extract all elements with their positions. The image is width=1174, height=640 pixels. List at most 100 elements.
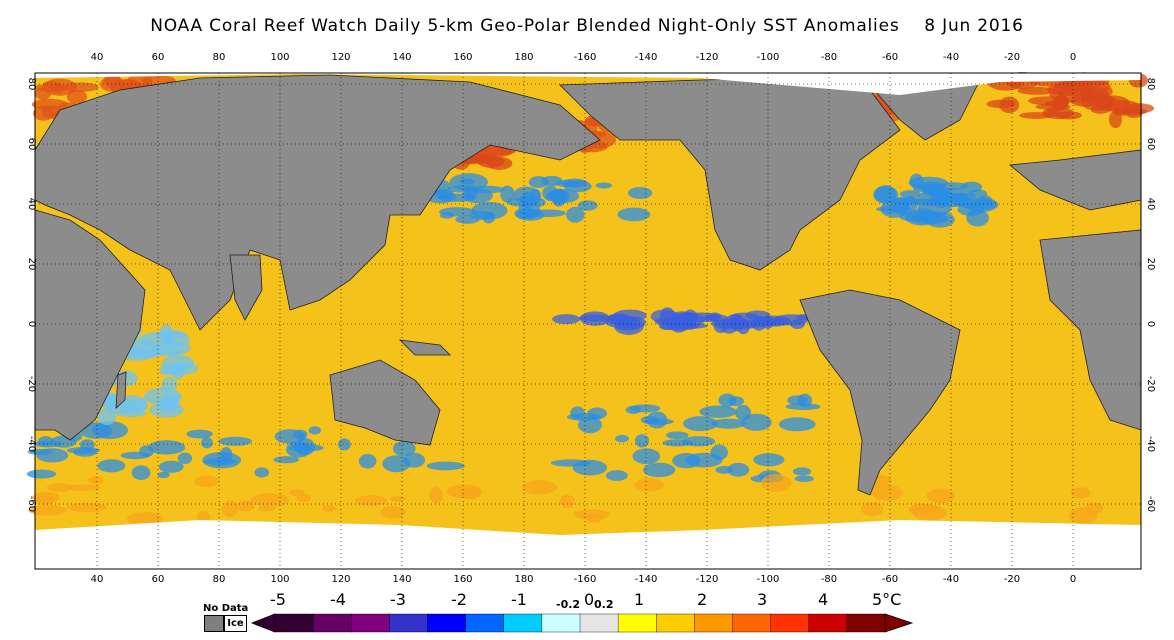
legend-tick-label: 0 bbox=[584, 590, 595, 609]
lat-tick-label: 40 bbox=[1145, 198, 1156, 211]
lon-tick-label: -140 bbox=[635, 574, 658, 585]
legend-swatch bbox=[808, 613, 848, 633]
south-america bbox=[799, 289, 961, 496]
lon-tick-label: -60 bbox=[882, 574, 898, 585]
no-data-label: No Data bbox=[203, 603, 249, 614]
lat-tick-label: 0 bbox=[26, 321, 37, 327]
eurasia bbox=[34, 74, 601, 331]
lat-tick-label: -60 bbox=[26, 496, 37, 512]
ice-swatch: Ice bbox=[224, 615, 247, 632]
legend-tick-label: -0.2 bbox=[556, 598, 581, 611]
legend-tick-label: -4 bbox=[330, 590, 346, 609]
lon-tick-label: -120 bbox=[696, 52, 719, 63]
new-guinea bbox=[398, 339, 451, 356]
lon-tick-label: -80 bbox=[821, 574, 837, 585]
legend-swatch bbox=[732, 613, 772, 633]
lon-tick-label: 120 bbox=[331, 574, 350, 585]
lon-tick-label: 120 bbox=[331, 52, 350, 63]
legend-tick-label: -3 bbox=[390, 590, 406, 609]
legend-tick-label: 3 bbox=[757, 590, 768, 609]
lon-tick-label: -160 bbox=[574, 574, 597, 585]
lon-tick-label: 0 bbox=[1070, 574, 1076, 585]
lat-tick-label: 60 bbox=[1145, 138, 1156, 151]
legend-swatch bbox=[427, 613, 467, 633]
lat-tick-label: -40 bbox=[1145, 436, 1156, 452]
lat-tick-label: 40 bbox=[26, 198, 37, 211]
legend-right-arrow bbox=[884, 613, 914, 633]
lon-tick-label: 80 bbox=[213, 574, 226, 585]
lon-tick-label: 60 bbox=[152, 574, 165, 585]
legend-swatch bbox=[617, 613, 657, 633]
lat-tick-label: 20 bbox=[26, 258, 37, 271]
lon-tick-label: -160 bbox=[574, 52, 597, 63]
legend-swatch bbox=[541, 613, 581, 633]
longitude-ticks-top: 40 60 80 100 120 140 160 180 -160 -140 -120 -100 -80… bbox=[91, 52, 1077, 63]
longitude-ticks-bottom: 40 60 80 100 120 140 160 180 -160 -140 -120 -100 -80… bbox=[91, 574, 1077, 585]
lat-tick-label: 20 bbox=[1145, 258, 1156, 271]
legend-tick-label: -2 bbox=[451, 590, 467, 609]
antarctic-ice bbox=[35, 520, 1141, 569]
legend-swatch bbox=[770, 613, 810, 633]
lon-tick-label: 160 bbox=[453, 52, 472, 63]
africa bbox=[34, 209, 146, 441]
legend-swatch bbox=[656, 613, 696, 633]
arctic-ice bbox=[35, 73, 1141, 95]
legend-swatch bbox=[694, 613, 734, 633]
map-frame bbox=[34, 72, 1142, 570]
map-title: NOAA Coral Reef Watch Daily 5-km Geo-Pol… bbox=[150, 16, 1024, 36]
lat-tick-label: -60 bbox=[1145, 496, 1156, 512]
graticule bbox=[35, 73, 1141, 569]
sst-anomaly-map: 40 60 80 100 120 140 160 180 -160 -140 -120 -100 -80… bbox=[26, 52, 1156, 585]
legend-swatch bbox=[274, 613, 314, 633]
lat-tick-label: 80 bbox=[26, 78, 37, 91]
lon-tick-label: -100 bbox=[757, 52, 780, 63]
legend-swatch bbox=[389, 613, 429, 633]
legend-colorbar bbox=[250, 613, 914, 633]
lon-tick-label: 40 bbox=[91, 574, 104, 585]
lon-tick-label: -20 bbox=[1004, 574, 1020, 585]
ice-regions bbox=[35, 73, 1141, 569]
lon-tick-label: 80 bbox=[213, 52, 226, 63]
lon-tick-label: 40 bbox=[91, 52, 104, 63]
lon-tick-label: 100 bbox=[270, 52, 289, 63]
legend-left-arrow bbox=[250, 613, 276, 633]
lon-tick-label: 180 bbox=[514, 52, 533, 63]
legend-swatch bbox=[503, 613, 543, 633]
lon-tick-label: -80 bbox=[821, 52, 837, 63]
legend-swatch bbox=[351, 613, 391, 633]
lat-tick-label: 60 bbox=[26, 138, 37, 151]
lat-tick-label: 80 bbox=[1145, 78, 1156, 91]
lon-tick-label: -40 bbox=[943, 52, 959, 63]
madagascar bbox=[115, 371, 127, 409]
legend-swatch bbox=[312, 613, 352, 633]
latitude-ticks-right: 80 60 40 20 0 -20 -40 -60 bbox=[1145, 78, 1156, 513]
lon-tick-label: -40 bbox=[943, 574, 959, 585]
lon-tick-label: 160 bbox=[453, 574, 472, 585]
lon-tick-label: 100 bbox=[270, 574, 289, 585]
latitude-ticks-left: 80 60 40 20 0 -20 -40 -60 bbox=[26, 78, 37, 513]
india bbox=[229, 254, 263, 321]
no-data-swatch bbox=[204, 615, 224, 632]
lon-tick-label: 140 bbox=[392, 574, 411, 585]
lon-tick-label: -20 bbox=[1004, 52, 1020, 63]
lon-tick-label: -60 bbox=[882, 52, 898, 63]
legend-tick-label: -5 bbox=[270, 590, 286, 609]
lon-tick-label: 180 bbox=[514, 574, 533, 585]
legend-tick-label: 4 bbox=[818, 590, 829, 609]
lat-tick-label: -20 bbox=[26, 376, 37, 392]
legend-tick-label: 2 bbox=[697, 590, 708, 609]
lon-tick-label: 0 bbox=[1070, 52, 1076, 63]
lat-tick-label: 0 bbox=[1145, 321, 1156, 327]
color-legend: No Data Ice -5 -4 -3 -2 -1 -0.2 0 0.2 1 2 3 4 5°C bbox=[0, 590, 1174, 640]
legend-tick-label: 5°C bbox=[872, 590, 902, 609]
lat-tick-label: -40 bbox=[26, 436, 37, 452]
legend-swatch bbox=[465, 613, 505, 633]
legend-tick-label: 0.2 bbox=[594, 598, 614, 611]
legend-swatch bbox=[579, 613, 619, 633]
legend-tick-label: -1 bbox=[511, 590, 527, 609]
lon-tick-label: 60 bbox=[152, 52, 165, 63]
legend-swatch bbox=[846, 613, 886, 633]
lon-tick-label: -100 bbox=[757, 574, 780, 585]
lon-tick-label: -140 bbox=[635, 52, 658, 63]
lon-tick-label: 140 bbox=[392, 52, 411, 63]
